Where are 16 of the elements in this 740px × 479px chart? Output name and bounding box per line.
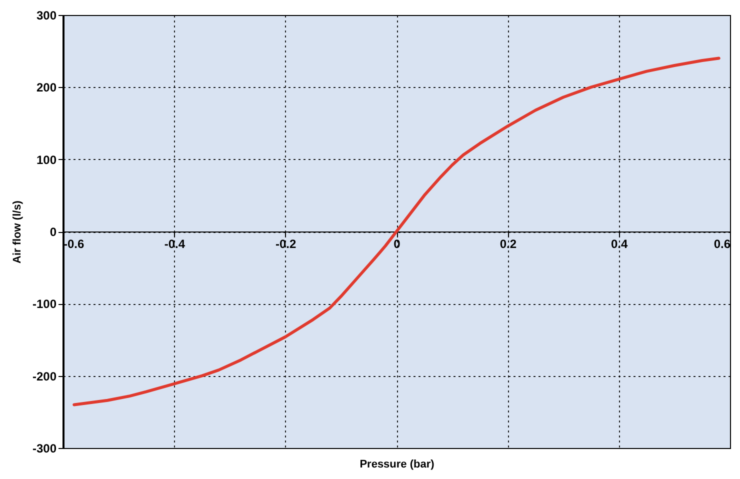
x-tick-label: 0.4 <box>610 237 628 251</box>
y-tick-label: -100 <box>32 297 57 312</box>
x-tick-label: 0.2 <box>500 237 517 251</box>
y-tick-label: -200 <box>32 369 57 384</box>
x-axis-title: Pressure (bar) <box>360 458 435 470</box>
x-tick-label: 0 <box>394 237 401 251</box>
x-tick-label: -0.4 <box>164 237 186 251</box>
x-tick-label: -0.2 <box>275 237 296 251</box>
y-tick-label: 200 <box>36 80 57 95</box>
y-tick-label: 300 <box>36 8 57 22</box>
y-tick-label: -300 <box>32 442 57 456</box>
y-tick-label: 100 <box>36 152 57 167</box>
y-axis-title: Air flow (l/s) <box>11 200 24 264</box>
y-tick-label: 0 <box>50 225 57 239</box>
x-tick-label: 0.6 <box>714 237 731 251</box>
x-tick-label: -0.6 <box>64 237 85 251</box>
